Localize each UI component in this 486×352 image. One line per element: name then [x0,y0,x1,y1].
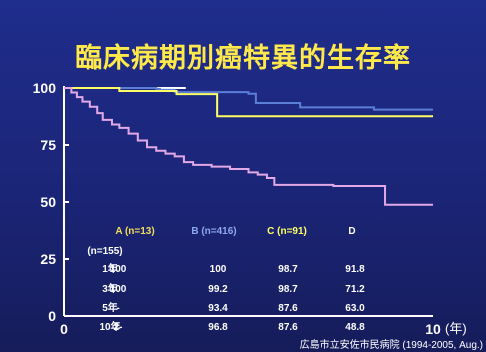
x-tick-label: 10 [425,321,441,337]
table-cell: - [116,303,119,314]
series-line-c [64,87,433,118]
table-cell: 100 [210,264,227,275]
x-unit-label: (年) [445,321,467,336]
table-cell: 100 [110,284,127,295]
x-tick-label: 0 [60,321,68,337]
table-row-label: 3年 [102,282,118,295]
table-cell: 71.2 [345,284,365,295]
table-header: C (n=91) [267,226,307,237]
table-cell: 87.6 [278,303,298,314]
table-header: B (n=416) [191,226,236,237]
y-tick-label: 50 [40,194,56,210]
table-row-label: 1年 [102,262,118,275]
table-row-label: 10年 [99,320,120,333]
series-line-b [64,87,433,111]
table-header: D [348,226,355,237]
table-cell: 99.2 [208,284,228,295]
table-row-label: 5年 [102,301,118,314]
chart-title: 臨床病期別癌特異的生存率 [75,43,411,74]
table-cell: 96.8 [208,322,228,333]
table-cell: 91.8 [345,264,365,275]
y-tick-label: 75 [40,137,56,153]
table-cell: 48.8 [345,322,365,333]
table-cell: 98.7 [278,284,298,295]
table-cell: 100 [110,264,127,275]
table-cell: 98.7 [278,264,298,275]
table-d-count: (n=155) [87,246,122,257]
table-cell: 63.0 [345,303,365,314]
table-cell: 93.4 [208,303,228,314]
series-line-d [64,87,433,206]
source-note: 広島市立安佐市民病院 (1994-2005, Aug.) [300,338,483,351]
table-cell: 2- [114,322,123,333]
table-cell: 87.6 [278,322,298,333]
y-tick-label: 100 [33,80,57,96]
y-tick-label: 25 [40,251,56,267]
table-header: A (n=13) [115,226,154,237]
y-tick-label: 0 [48,308,56,324]
